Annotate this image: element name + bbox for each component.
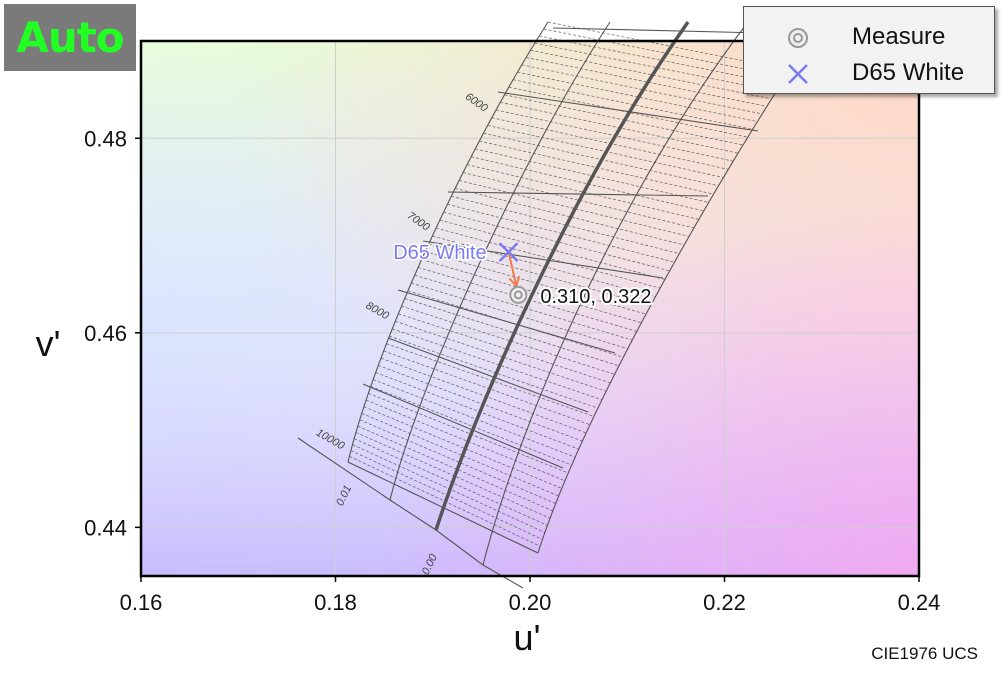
auto-badge-label: Auto <box>16 13 124 62</box>
sub-isotherm-line <box>375 372 579 450</box>
sub-isotherm-line <box>383 350 591 426</box>
legend-item-measure: Measure <box>744 19 994 55</box>
sub-isotherm-line <box>404 298 620 367</box>
x-tick-label: 0.16 <box>120 590 163 615</box>
duv-curve <box>537 69 791 554</box>
sub-isotherm-line <box>359 419 556 504</box>
sub-isotherm-line <box>398 313 611 384</box>
sub-isotherm-line <box>361 413 559 497</box>
x-tick-label: 0.18 <box>314 590 357 615</box>
sub-isotherm-line <box>373 379 576 458</box>
auto-mode-badge: Auto <box>4 4 136 71</box>
sub-isotherm-line <box>421 259 642 324</box>
y-tick-label: 0.44 <box>84 515 127 540</box>
planckian-locus <box>434 20 690 531</box>
x-tick-label: 0.24 <box>898 590 941 615</box>
diagram-type-label: CIE1976 UCS <box>871 644 978 663</box>
d65-white-label: D65 White <box>393 242 486 264</box>
data-markers: D65 White 0.310, 0.322 <box>392 241 654 310</box>
sub-isotherm-line <box>392 328 603 401</box>
sub-isotherm-line <box>539 35 781 85</box>
x-marker-icon <box>788 64 808 84</box>
duv-curve <box>482 21 749 566</box>
sub-isotherm-line <box>428 243 651 306</box>
duv-curve <box>389 21 611 501</box>
sub-isotherm-line <box>395 320 607 392</box>
sub-isotherm-line <box>418 267 637 332</box>
measure-marker-inner <box>513 290 523 300</box>
isotherm-line <box>447 191 709 197</box>
sub-isotherm-line <box>363 406 562 489</box>
isotherm-line <box>422 240 664 279</box>
legend-label-measure: Measure <box>852 23 946 50</box>
sub-isotherm-line <box>411 282 628 350</box>
sub-isotherm-line <box>365 399 566 482</box>
measure-marker <box>509 285 528 304</box>
sub-isotherm-line <box>425 251 647 315</box>
grid-lines <box>140 41 920 576</box>
axis-ticks: 0.16 0.18 0.20 0.22 0.24 0.44 0.46 0.48 <box>84 126 940 615</box>
arrow-head <box>508 275 521 287</box>
isotherm-line <box>397 289 616 354</box>
sub-isotherm-line <box>458 180 690 237</box>
d65-white-marker <box>498 242 519 262</box>
x-tick-label: 0.22 <box>703 590 746 615</box>
sub-isotherm-line <box>530 49 772 100</box>
x-tick-label: 0.20 <box>509 590 552 615</box>
sub-isotherm-line <box>534 42 777 92</box>
deviation-arrow <box>507 251 518 287</box>
sub-isotherm-line <box>401 305 615 375</box>
sub-isotherm-line <box>370 386 572 466</box>
sub-isotherm-line <box>389 335 599 409</box>
y-axis-label: v' <box>36 323 61 364</box>
isotherm-line <box>387 337 589 413</box>
sub-isotherm-line <box>386 343 595 417</box>
sub-isotherm-line <box>414 274 633 341</box>
measure-marker-icon <box>788 28 808 48</box>
sub-isotherm-line <box>380 357 587 434</box>
sub-isotherm-line <box>462 172 695 229</box>
measure-value-label: 0.310, 0.322 <box>540 286 651 308</box>
sub-isotherm-line <box>368 393 569 474</box>
duv-curve <box>347 21 549 463</box>
legend-item-d65-white: D65 White <box>744 55 994 91</box>
isotherm-line <box>362 383 564 469</box>
y-tick-label: 0.46 <box>84 321 127 346</box>
y-tick-label: 0.48 <box>84 126 127 151</box>
sub-isotherm-line <box>357 425 553 512</box>
sub-isotherm-line <box>355 432 551 519</box>
x-axis-label: u' <box>514 617 541 658</box>
legend-label-d65-white: D65 White <box>852 59 965 86</box>
isotherm-line <box>552 27 764 34</box>
legend: Measure D65 White <box>743 6 995 94</box>
sub-isotherm-line <box>378 365 583 442</box>
